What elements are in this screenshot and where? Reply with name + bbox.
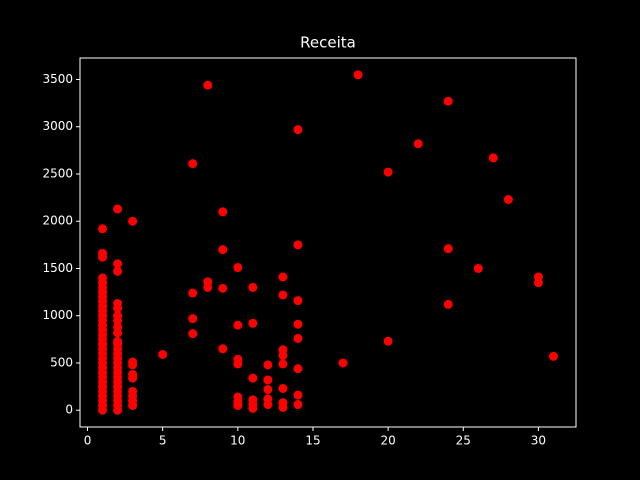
point <box>158 349 168 359</box>
point <box>263 384 273 394</box>
point <box>278 383 288 393</box>
point <box>113 315 123 325</box>
point <box>128 373 138 383</box>
y-tick-label: 500 <box>50 355 73 369</box>
point <box>113 328 123 338</box>
point <box>98 252 108 262</box>
y-tick-label: 3000 <box>42 119 73 133</box>
point <box>113 405 123 415</box>
point <box>128 360 138 370</box>
point <box>353 70 363 80</box>
point <box>383 167 393 177</box>
point <box>293 240 303 250</box>
point <box>128 401 138 411</box>
y-tick-label: 1500 <box>42 261 73 275</box>
point <box>293 125 303 135</box>
point <box>293 400 303 410</box>
y-tick-label: 2000 <box>42 214 73 228</box>
point <box>188 314 198 324</box>
point <box>233 359 243 369</box>
point <box>248 373 258 383</box>
point <box>263 375 273 385</box>
point <box>278 402 288 412</box>
point <box>203 80 213 90</box>
x-tick-label: 20 <box>380 434 395 448</box>
point <box>293 319 303 329</box>
x-tick-label: 15 <box>305 434 320 448</box>
point <box>488 153 498 163</box>
x-tick-label: 0 <box>84 434 92 448</box>
point <box>113 303 123 313</box>
point <box>218 344 228 354</box>
point <box>278 290 288 300</box>
point <box>218 283 228 293</box>
point <box>443 96 453 106</box>
x-tick-label: 5 <box>159 434 167 448</box>
point <box>233 263 243 273</box>
point <box>443 244 453 254</box>
point <box>113 204 123 214</box>
x-tick-label: 30 <box>531 434 546 448</box>
point <box>278 272 288 282</box>
point <box>293 333 303 343</box>
point <box>263 360 273 370</box>
y-tick-label: 1000 <box>42 308 73 322</box>
chart-title: Receita <box>300 34 356 52</box>
point <box>503 195 513 205</box>
point <box>248 318 258 328</box>
point <box>278 350 288 360</box>
point <box>218 207 228 217</box>
x-tick-label: 25 <box>456 434 471 448</box>
plot-frame <box>79 57 577 428</box>
point <box>473 263 483 273</box>
point <box>233 320 243 330</box>
point <box>188 288 198 298</box>
point <box>443 299 453 309</box>
point <box>548 351 558 361</box>
point <box>533 278 543 288</box>
point <box>293 390 303 400</box>
point <box>383 336 393 346</box>
point <box>128 216 138 226</box>
point <box>263 400 273 410</box>
point <box>338 358 348 368</box>
point <box>188 159 198 169</box>
point <box>113 266 123 276</box>
point <box>218 245 228 255</box>
y-tick-label: 0 <box>65 403 73 417</box>
point <box>248 403 258 413</box>
point <box>248 282 258 292</box>
point <box>203 282 213 292</box>
point <box>278 359 288 369</box>
point <box>233 401 243 411</box>
point <box>98 405 108 415</box>
y-tick-label: 2500 <box>42 166 73 180</box>
point <box>413 139 423 149</box>
y-tick-label: 3500 <box>42 72 73 86</box>
point <box>293 296 303 306</box>
point <box>293 364 303 374</box>
point <box>188 329 198 339</box>
x-tick-label: 10 <box>230 434 245 448</box>
point <box>98 224 108 234</box>
point <box>113 259 123 269</box>
